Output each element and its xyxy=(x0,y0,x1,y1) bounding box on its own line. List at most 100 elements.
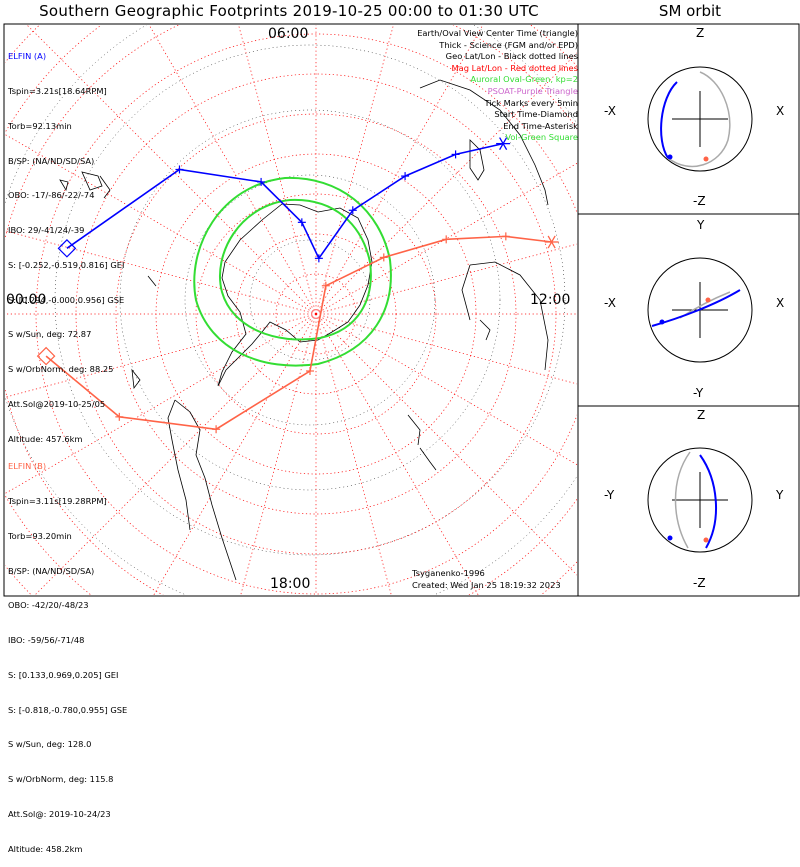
legend-entry: Earth/Oval View Center Time (triangle) xyxy=(417,28,578,38)
sm-earth-circle xyxy=(647,66,753,172)
elfin-b-line: OBO: -42/20/-48/23 xyxy=(8,600,89,611)
mag-lon-line xyxy=(315,243,577,315)
sm2-axis-bottom: -Y xyxy=(693,386,704,400)
legend-entry: PSOAT-Purple Triangle xyxy=(487,85,578,96)
mag-lon-line xyxy=(315,52,577,315)
sm3-axis-bottom: -Z xyxy=(693,576,706,590)
sm-earth-circle xyxy=(647,257,753,363)
elfin-b-end-asterisk xyxy=(547,235,556,249)
elfin-a-line: IBO: 29/-41/24/-39 xyxy=(8,225,85,236)
mag-lon-line xyxy=(26,25,317,315)
mag-lon-line xyxy=(148,25,317,315)
elfin-a-track xyxy=(57,137,511,263)
elfin-a-info: ELFIN (A) Tspin=3.21s[18.64RPM] Torb=92.… xyxy=(8,28,124,457)
sm-elfin-a-orbit xyxy=(660,81,678,159)
australia-coast xyxy=(461,261,549,371)
elfin-a-line: S: [-0.252,-0.519,0.816] GEI xyxy=(8,259,125,270)
auroral-oval-inner xyxy=(219,198,372,341)
auroral-oval xyxy=(193,176,392,367)
mag-lon-line xyxy=(315,313,577,466)
mag-lon-line xyxy=(240,313,317,595)
sm1-axis-right: X xyxy=(776,104,785,118)
clock-label-top: 06:00 xyxy=(268,26,309,42)
legend-entry: Start Time-Diamond xyxy=(494,109,578,120)
main-figure xyxy=(3,23,800,597)
mag-lon-line xyxy=(315,313,479,595)
madagascar-coast xyxy=(469,139,485,181)
islands xyxy=(59,171,491,390)
sm3-axis-top: Z xyxy=(697,408,706,422)
elfin-b-line: S w/OrbNorm, deg: 115.8 xyxy=(8,774,114,785)
mag-lon-line xyxy=(315,25,394,315)
clock-label-left: 00:00 xyxy=(6,292,47,308)
mag-lon-line xyxy=(5,134,317,315)
legend-entry: Tick Marks every 5min xyxy=(484,97,578,108)
sm2-axis-right: X xyxy=(776,296,785,310)
mag-lat-circle xyxy=(195,193,437,435)
legend-entry: Auroral Oval-Green, kp=2 xyxy=(470,74,578,85)
elfin-b-line: Altitude: 458.2km xyxy=(8,843,83,854)
sm-orbit-shadow xyxy=(667,71,731,168)
elfin-a-name: ELFIN (A) xyxy=(8,51,47,62)
elfin-a-line: Torb=92.13min xyxy=(8,120,72,131)
south-america-coast xyxy=(167,399,237,581)
sm-orbit-shadow xyxy=(674,451,691,549)
legend-entry: Mag Lat/Lon - Red dotted lines xyxy=(451,62,578,73)
elfin-a-line: S: [0.294,-0.000,0.956] GSE xyxy=(8,294,125,305)
mag-lat-circle xyxy=(275,273,357,355)
mag-lon-line xyxy=(315,313,577,385)
page-title: Southern Geographic Footprints 2019-10-2… xyxy=(39,2,539,20)
elfin-a-line: OBO: -17/-86/-22/-74 xyxy=(8,190,95,201)
auroral-oval-outer xyxy=(193,176,392,367)
antarctica-coast xyxy=(217,203,373,387)
sm-panel-frame-3 xyxy=(577,405,800,597)
elfin-a-line: S w/OrbNorm, deg: 88.25 xyxy=(8,364,114,375)
elfin-b-line: Tspin=3.11s[19.28RPM] xyxy=(8,495,107,506)
mag-grid xyxy=(5,25,577,595)
sm2-axis-left: -X xyxy=(604,296,616,310)
sm-elfin-b-marker xyxy=(703,537,709,543)
legend: Earth/Oval View Center Time (triangle) T… xyxy=(417,28,578,144)
south-america-tip xyxy=(99,175,111,199)
elfin-b-line: B/SP: (NA/ND/SD/SA) xyxy=(8,565,95,576)
sm-orbit-title: SM orbit xyxy=(658,2,722,20)
elfin-a-line: Att.Sol@2019-10-25/05 xyxy=(8,399,106,409)
new-zealand-coast xyxy=(407,414,437,471)
elfin-a-start-diamond xyxy=(57,239,77,258)
legend-entry: Thick - Science (FGM and/or EPD) xyxy=(439,39,578,50)
elfin-b-line: S: [-0.818,-0.780,0.955] GSE xyxy=(8,704,128,715)
mag-lat-circle xyxy=(115,113,517,515)
geo-grid xyxy=(5,25,577,595)
elfin-b-start-diamond xyxy=(36,346,56,366)
elfin-a-line: Altitude: 457.6km xyxy=(8,433,83,444)
clock-label-right: 12:00 xyxy=(530,292,571,308)
legend-entry: Vol-Green Square xyxy=(505,132,578,143)
sm1-axis-bottom: -Z xyxy=(693,194,706,208)
model-label: Tsyganenko-1996 xyxy=(412,568,485,578)
mag-lon-line xyxy=(153,313,317,595)
sm-earth-circle xyxy=(647,447,753,553)
sm2-axis-top: Y xyxy=(697,218,705,232)
sm-elfin-b-marker xyxy=(705,297,711,303)
sm-elfin-a-orbit xyxy=(699,454,717,549)
sm-elfin-a-marker xyxy=(667,154,673,160)
sm-elfin-b-marker xyxy=(703,156,709,162)
mag-lon-line xyxy=(315,313,577,576)
mag-lon-line xyxy=(5,313,317,398)
legend-entry: Geo Lat/Lon - Black dotted lines xyxy=(445,51,578,62)
africa-coast xyxy=(419,79,549,206)
sm-orbit-panels xyxy=(647,66,753,553)
sm1-axis-left: -X xyxy=(604,104,616,118)
elfin-a-line: B/SP: (NA/ND/SD/SA) xyxy=(8,155,95,166)
mag-lon-line xyxy=(315,25,484,315)
elfin-b-line: S: [0.133,0.969,0.205] GEI xyxy=(8,669,119,680)
clock-label-bottom: 18:00 xyxy=(270,576,311,592)
sm3-axis-left: -Y xyxy=(604,488,615,502)
mag-lon-line xyxy=(238,25,317,315)
elfin-b-line: Att.Sol@: 2019-10-24/23 xyxy=(8,809,111,819)
sm-elfin-a-marker xyxy=(667,535,673,541)
mag-lat-circle xyxy=(35,33,577,595)
legend-entry: End Time-Asterisk xyxy=(503,120,578,131)
elfin-a-line: S w/Sun, deg: 72.87 xyxy=(8,329,92,340)
mag-lon-line xyxy=(5,230,317,315)
